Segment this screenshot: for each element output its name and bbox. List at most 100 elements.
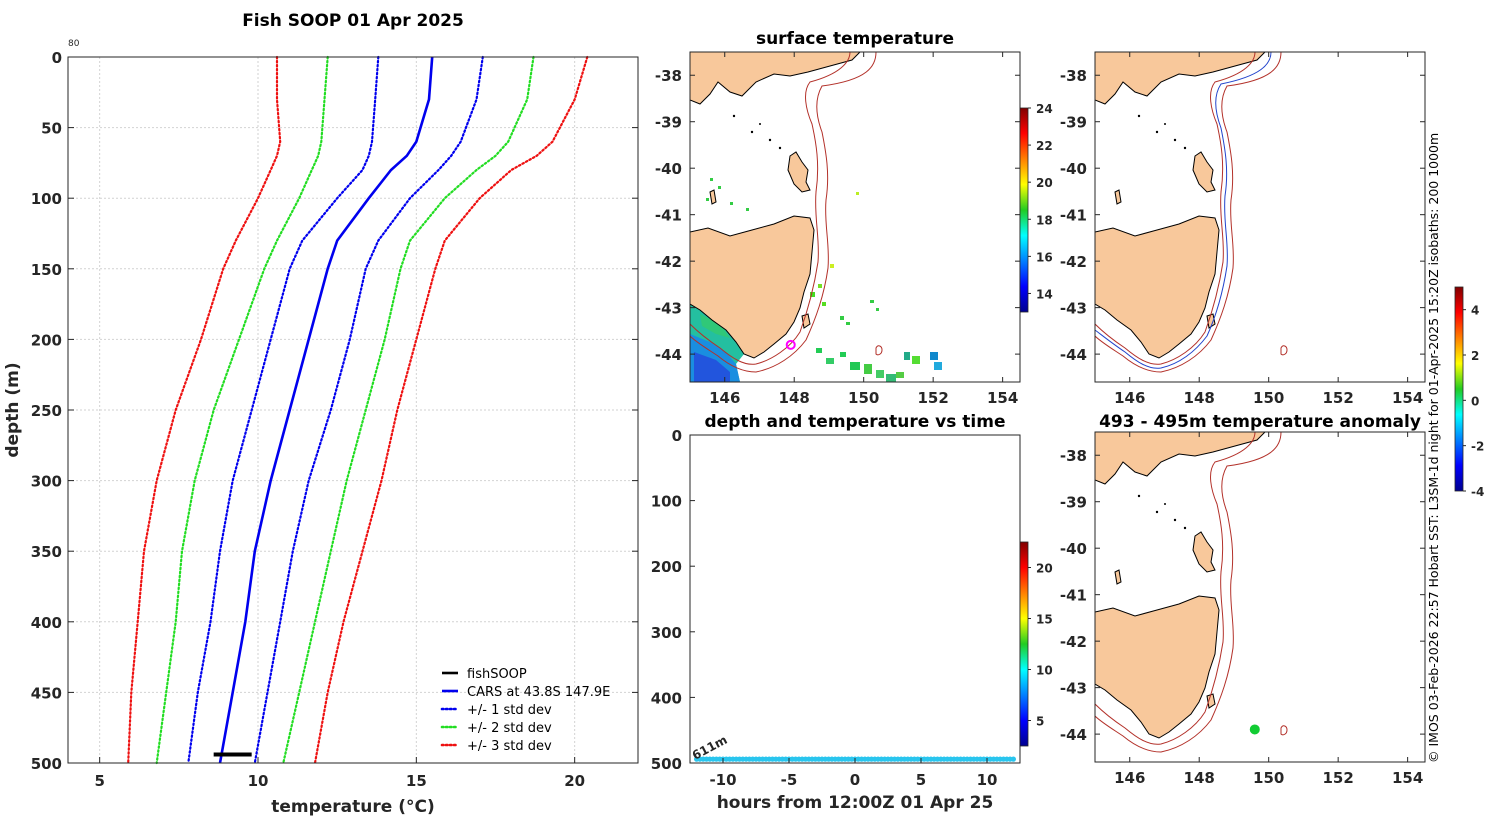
- sst-map-ticks: 146 148 150 152 154 -38 -39 -40 -41 -42 -43 -44: [655, 52, 1020, 407]
- map-ytick-label: -40: [655, 160, 682, 178]
- sst-colorbar: [1019, 107, 1029, 313]
- anomaly-colorbar: [1454, 286, 1464, 492]
- map-ytick-label: -39: [655, 114, 682, 132]
- map-xtick-label: 150: [1253, 389, 1284, 407]
- depth-time-colorbar: [1019, 541, 1029, 747]
- dt-ytick-label: 400: [651, 689, 682, 707]
- map-xtick-label: 146: [1114, 769, 1145, 787]
- legend-label: CARS at 43.8S 147.9E: [467, 685, 610, 700]
- dt-xtick-label: 5: [916, 771, 926, 789]
- dt-ytick-label: 300: [651, 624, 682, 642]
- profile-ytick-label: 150: [31, 261, 62, 279]
- dt-xtick-label: 0: [850, 771, 860, 789]
- map-ytick-label: -43: [1060, 300, 1087, 318]
- sst-station-marker: [785, 339, 796, 350]
- colorbar-tick-label: 10: [1036, 664, 1053, 678]
- map-ytick-label: -39: [1060, 114, 1087, 132]
- map-xtick-label: 150: [1253, 769, 1284, 787]
- dt-xtick-label: -5: [781, 771, 798, 789]
- map-ytick-label: -41: [1060, 207, 1087, 225]
- colorbar-tick-label: 16: [1036, 250, 1053, 264]
- colorbar-tick-label: 2: [1471, 349, 1479, 363]
- depth-time-xlabel: hours from 12:00Z 01 Apr 25: [717, 793, 994, 813]
- colorbar-tick-label: 0: [1471, 394, 1479, 408]
- depth-time-title: depth and temperature vs time: [705, 412, 1006, 432]
- anomaly-map-ticks: 146 148 150 152 154 -38 -39 -40 -41 -42 -43 -44: [1060, 432, 1425, 787]
- map-xtick-label: 152: [1323, 389, 1354, 407]
- map-ytick-label: -38: [1060, 447, 1087, 465]
- depth-time-panel: depth and temperature vs time -10 -5 0 5 100…: [651, 412, 1053, 813]
- profile-xtick-label: 5: [94, 772, 104, 790]
- profile-ytick-label: 500: [31, 755, 62, 773]
- colorbar-tick-label: 20: [1036, 562, 1053, 576]
- dt-point: [1010, 756, 1017, 762]
- profile-series: [127, 55, 589, 765]
- anomaly-map-title: 493 - 495m temperature anomaly: [1099, 412, 1421, 432]
- map-ytick-label: -43: [1060, 680, 1087, 698]
- profile-ylabel: depth (m): [3, 362, 23, 457]
- profile-xtick-label: 10: [248, 772, 269, 790]
- map-xtick-label: 154: [1392, 389, 1423, 407]
- map-ytick-label: -41: [655, 207, 682, 225]
- profile-grid: [68, 56, 638, 764]
- anomaly-map-panel: 493 - 495m temperature anomaly 146 148 150…: [1060, 286, 1484, 787]
- map-ytick-label: -40: [1060, 540, 1087, 558]
- dt-ytick-label: 200: [651, 558, 682, 576]
- map-xtick-label: 148: [1184, 389, 1215, 407]
- map-xtick-label: 146: [1114, 389, 1145, 407]
- sst-map-panel: surface temperature: [655, 29, 1053, 407]
- profile-ytick-label: 0: [52, 49, 62, 67]
- colorbar-tick-label: 22: [1036, 139, 1053, 153]
- map-xtick-label: 148: [1184, 769, 1215, 787]
- colorbar-tick-label: -4: [1471, 485, 1484, 499]
- depth-time-frame: [689, 434, 1021, 764]
- map-ytick-label: -41: [1060, 587, 1087, 605]
- side-caption: © IMOS 03-Feb-2026 22:57 Hobart SST: L3S…: [1426, 133, 1441, 763]
- profile-line--1-std-dev-upper-: [253, 55, 484, 765]
- map-ytick-label: -44: [1060, 346, 1087, 364]
- profile-title: Fish SOOP 01 Apr 2025: [242, 11, 464, 31]
- map-ytick-label: -44: [655, 346, 682, 364]
- dt-ytick-label: 500: [651, 755, 682, 773]
- bathy-map-ticks: 146 148 150 152 154 -38 -39 -40 -41 -42 -43 -44: [1060, 52, 1425, 407]
- map-ytick-label: -39: [1060, 494, 1087, 512]
- anomaly-colorbar-ticks: 4 2 0 -2 -4: [1463, 304, 1484, 499]
- dt-ytick-label: 100: [651, 493, 682, 511]
- depth-time-points: [694, 756, 1017, 762]
- map-xtick-label: 150: [848, 389, 879, 407]
- map-xtick-label: 154: [987, 389, 1018, 407]
- profile-axes-frame: [67, 56, 639, 764]
- map-ytick-label: -43: [655, 300, 682, 318]
- profile-line--2-std-dev-upper-: [282, 55, 535, 765]
- map-ytick-label: -42: [655, 253, 682, 271]
- profile-corner-label: 80: [68, 39, 80, 49]
- legend-label: +/- 2 std dev: [467, 721, 552, 736]
- legend-label: fishSOOP: [467, 667, 527, 682]
- depth-time-colorbar-ticks: 5 10 15 20: [1028, 562, 1053, 729]
- bathy-map-frame: [1094, 51, 1426, 383]
- bathy-map-body: [1095, 52, 1425, 382]
- anomaly-station-marker: [1249, 724, 1260, 735]
- colorbar-tick-label: 15: [1036, 613, 1053, 627]
- profile-legend: fishSOOP CARS at 43.8S 147.9E +/- 1 std de…: [440, 667, 610, 754]
- map-ytick-label: -42: [1060, 253, 1087, 271]
- sst-map-body: [690, 52, 1020, 382]
- profile-line--3-std-dev-upper-: [313, 55, 589, 765]
- map-xtick-label: 148: [779, 389, 810, 407]
- profile-ytick-label: 450: [31, 684, 62, 702]
- map-xtick-label: 152: [918, 389, 949, 407]
- profile-line--3-std-dev-lower-: [127, 55, 282, 765]
- map-xtick-label: 152: [1323, 769, 1354, 787]
- colorbar-tick-label: 4: [1471, 304, 1479, 318]
- profile-line-cars-at-43-8s-147-9e: [218, 56, 434, 764]
- profile-ytick-label: 350: [31, 543, 62, 561]
- legend-label: +/- 3 std dev: [467, 739, 552, 754]
- map-ytick-label: -42: [1060, 633, 1087, 651]
- map-ytick-label: -40: [1060, 160, 1087, 178]
- map-xtick-label: 146: [709, 389, 740, 407]
- colorbar-tick-label: 20: [1036, 176, 1053, 190]
- colorbar-tick-label: 5: [1036, 715, 1044, 729]
